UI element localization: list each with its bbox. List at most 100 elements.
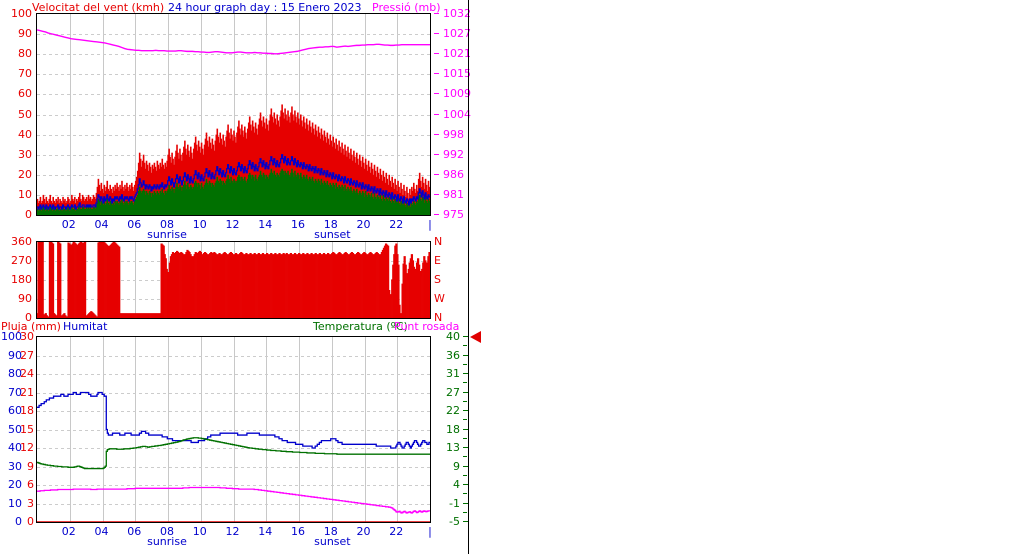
- temperature-current-marker: [470, 331, 481, 343]
- axis-tick-mark: [434, 173, 439, 175]
- axis-tick-label: 4: [453, 478, 460, 491]
- axis-tick-label: 1015: [443, 67, 471, 81]
- axis-tick-label: sunset: [314, 535, 351, 548]
- axis-tick-label: 27: [20, 348, 34, 362]
- axis-tick-label: 3: [27, 496, 34, 510]
- axis-tick-label: 10: [192, 218, 207, 231]
- axis-tick-mark-minor: [463, 474, 467, 476]
- axis-tick-label: 1009: [443, 87, 471, 101]
- axis-tick-label: 975: [443, 208, 464, 221]
- temperature-axis-label: Temperatura (ºC): [313, 320, 408, 333]
- axis-tick-mark: [463, 354, 468, 356]
- axis-tick-label: 6: [27, 478, 34, 491]
- axis-tick-label: 20: [18, 167, 32, 181]
- axis-tick-mark: [434, 113, 439, 115]
- axis-tick-label: N: [434, 235, 443, 248]
- axis-tick-label: 50: [18, 107, 32, 121]
- axis-tick-mark: [434, 13, 439, 14]
- axis-tick-label: 50: [8, 422, 22, 436]
- axis-tick-label: 10: [192, 525, 207, 538]
- wind-speed-plot: [36, 13, 431, 216]
- axis-tick-label: 60: [18, 87, 32, 101]
- axis-tick-label: 18: [323, 218, 338, 231]
- axis-tick-label: 18: [446, 422, 460, 436]
- axis-tick-label: 100: [11, 7, 32, 20]
- dewpoint-axis-label: Punt rosada: [394, 320, 460, 333]
- axis-tick-label: 20: [8, 478, 22, 491]
- axis-tick-label: 22: [389, 218, 404, 231]
- wind-direction-plot: [36, 241, 431, 319]
- axis-tick-label: 1004: [443, 107, 471, 121]
- axis-tick-label: 15: [20, 422, 34, 436]
- axis-tick-mark: [434, 93, 439, 95]
- axis-tick-label: 16: [291, 525, 305, 538]
- axis-tick-label: 12: [20, 441, 34, 454]
- axis-tick-mark-minor: [463, 511, 467, 513]
- axis-tick-label: 986: [443, 167, 464, 181]
- axis-tick-label: 22: [446, 404, 460, 417]
- axis-tick-label: 13: [446, 441, 460, 454]
- axis-tick-label: 10: [8, 496, 22, 510]
- axis-tick-mark: [463, 391, 468, 393]
- axis-tick-label: -1: [449, 496, 460, 510]
- axis-tick-label: 90: [18, 27, 32, 41]
- axis-tick-label: 0: [15, 515, 22, 528]
- axis-tick-label: 998: [443, 127, 464, 141]
- axis-tick-label: 36: [446, 348, 460, 362]
- axis-tick-mark: [434, 33, 439, 35]
- axis-tick-label: -5: [449, 515, 460, 528]
- axis-tick-mark: [463, 447, 468, 448]
- axis-tick-label: 04: [94, 218, 109, 231]
- axis-tick-label: 20: [356, 218, 371, 231]
- axis-tick-label: 60: [8, 404, 22, 417]
- axis-tick-label: sunrise: [147, 535, 187, 548]
- axis-tick-mark: [434, 193, 439, 195]
- axis-tick-label: sunset: [314, 228, 351, 241]
- axis-tick-label: 06: [127, 218, 142, 231]
- axis-tick-mark: [463, 484, 468, 485]
- axis-tick-label: 22: [389, 525, 404, 538]
- axis-tick-label: 180: [11, 273, 32, 286]
- axis-tick-label: 24: [20, 367, 34, 380]
- axis-tick-label: |: [428, 218, 432, 231]
- axis-tick-mark-minor: [463, 493, 467, 495]
- axis-tick-label: 0: [27, 515, 34, 528]
- axis-tick-label: 0: [25, 311, 32, 324]
- axis-tick-label: 270: [11, 254, 32, 267]
- axis-tick-mark: [463, 336, 468, 337]
- axis-tick-label: 18: [20, 404, 34, 417]
- axis-tick-label: 1021: [443, 47, 471, 61]
- axis-tick-mark: [434, 153, 439, 155]
- axis-tick-label: 0: [25, 208, 32, 221]
- axis-tick-label: S: [434, 273, 441, 286]
- axis-tick-label: N: [434, 311, 443, 324]
- axis-tick-label: 27: [446, 385, 460, 399]
- wind-speed-axis-label: Velocitat del vent (kmh): [32, 1, 165, 14]
- axis-tick-label: 360: [11, 235, 32, 248]
- axis-tick-label: 12: [225, 525, 240, 538]
- axis-tick-mark: [434, 53, 439, 55]
- axis-tick-label: 40: [8, 441, 22, 454]
- graph-title: 24 hour graph day : 15 Enero 2023: [168, 1, 362, 14]
- axis-tick-label: 31: [446, 367, 460, 380]
- temp-humidity-plot: [36, 336, 431, 523]
- axis-tick-label: 14: [258, 218, 273, 231]
- axis-tick-label: 30: [18, 147, 32, 161]
- axis-tick-label: 90: [18, 292, 32, 305]
- axis-tick-mark-minor: [463, 456, 467, 458]
- axis-tick-mark-minor: [463, 345, 467, 347]
- axis-tick-label: 9: [27, 459, 34, 473]
- axis-tick-label: 12: [225, 218, 240, 231]
- axis-tick-label: 40: [18, 127, 32, 141]
- axis-tick-label: 1032: [443, 7, 471, 20]
- axis-tick-label: 08: [160, 525, 174, 538]
- axis-tick-mark-minor: [463, 400, 467, 402]
- axis-tick-mark: [434, 73, 439, 75]
- axis-tick-mark-minor: [463, 419, 467, 421]
- axis-tick-label: 40: [446, 330, 460, 343]
- axis-tick-label: 10: [18, 187, 32, 201]
- axis-tick-mark-minor: [463, 382, 467, 384]
- axis-tick-mark: [463, 410, 468, 411]
- axis-tick-label: |: [428, 525, 432, 538]
- axis-tick-label: 04: [94, 525, 109, 538]
